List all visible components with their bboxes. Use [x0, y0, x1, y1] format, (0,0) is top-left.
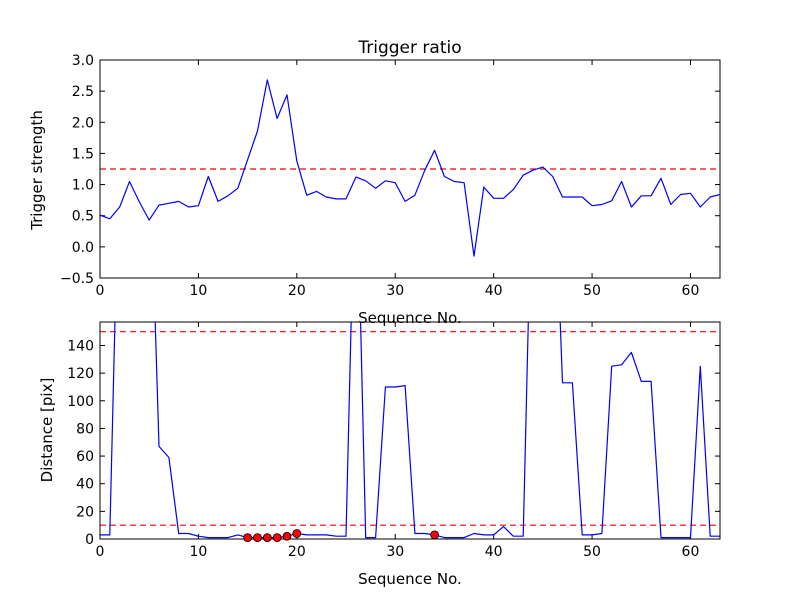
y-tick-label: 2.5 — [72, 84, 94, 100]
data-point-marker — [243, 533, 253, 543]
y-tick-label: −0.5 — [60, 271, 94, 287]
y-tick-label: 20 — [76, 504, 94, 520]
chart-title: Trigger ratio — [357, 38, 461, 58]
x-tick-label: 10 — [189, 544, 207, 560]
trigger-ratio-panel: Trigger ratio Trigger strength Sequence … — [28, 38, 721, 327]
x-tick-label: 20 — [288, 544, 306, 560]
series-line — [100, 79, 720, 257]
x-tick-label: 60 — [682, 283, 700, 299]
x-tick-label: 10 — [189, 283, 207, 299]
x-tick-label: 0 — [96, 544, 105, 560]
axis-ticks: 0 10 20 30 40 50 60 −0.5 0.0 0.5 1.0 1.5 2.0 2.5 3.0 — [60, 53, 720, 299]
axis-ticks: 0 10 20 30 40 50 60 0 20 40 60 80 100 120 140 — [67, 322, 720, 560]
y-tick-label: 40 — [76, 477, 94, 493]
y-tick-label: 2.0 — [72, 115, 94, 131]
plot-frame — [99, 59, 721, 279]
plot-area — [100, 79, 720, 257]
y-tick-label: 100 — [67, 394, 94, 410]
x-tick-label: 20 — [288, 283, 306, 299]
x-tick-label: 30 — [386, 544, 404, 560]
y-tick-label: 0 — [85, 532, 94, 548]
data-point-marker — [262, 533, 272, 543]
y-axis-label: Distance [pix] — [38, 378, 56, 483]
y-tick-label: 1.0 — [72, 178, 94, 194]
x-tick-label: 60 — [682, 544, 700, 560]
data-point-marker — [292, 529, 302, 538]
x-axis-label: Sequence No. — [358, 309, 462, 327]
x-tick-label: 50 — [583, 544, 601, 560]
y-tick-label: 120 — [67, 366, 94, 382]
plot-frame — [99, 321, 721, 540]
x-tick-label: 30 — [386, 283, 404, 299]
plot-area — [100, 322, 720, 539]
y-axis-label: Trigger strength — [28, 110, 46, 231]
y-tick-label: 1.5 — [72, 146, 94, 162]
x-tick-label: 40 — [485, 544, 503, 560]
data-point-marker — [430, 530, 440, 540]
distance-panel: Distance [pix] Sequence No. 0 10 20 30 40 50 6… — [38, 321, 721, 588]
y-tick-label: 140 — [67, 338, 94, 354]
y-tick-label: 80 — [76, 421, 94, 437]
x-axis-label: Sequence No. — [358, 570, 462, 588]
y-tick-label: 3.0 — [72, 53, 94, 69]
x-tick-label: 40 — [485, 283, 503, 299]
y-tick-label: 0.5 — [72, 209, 94, 225]
data-point-marker — [282, 531, 292, 541]
x-tick-label: 0 — [96, 283, 105, 299]
data-point-marker — [272, 533, 282, 543]
data-point-marker — [253, 533, 262, 543]
series-line — [100, 322, 720, 539]
y-tick-label: 60 — [76, 449, 94, 465]
y-tick-label: 0.0 — [72, 240, 94, 256]
x-tick-label: 50 — [583, 283, 601, 299]
